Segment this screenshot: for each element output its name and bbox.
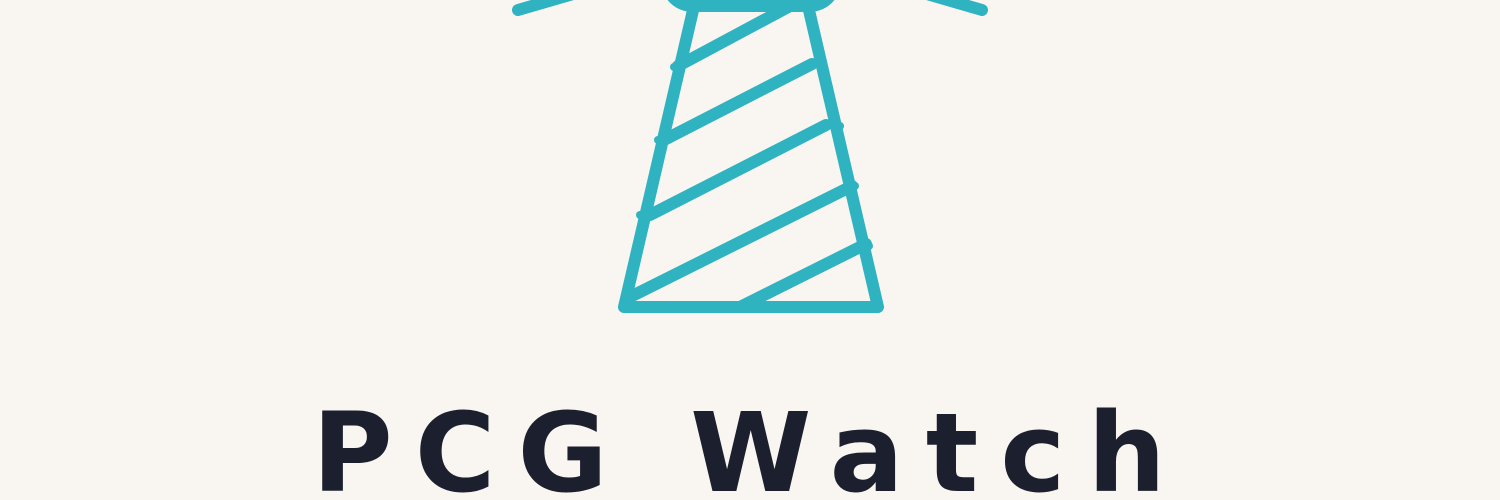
tower-stripe xyxy=(658,58,818,146)
tower-rivet xyxy=(654,136,662,144)
left-light-ray xyxy=(512,0,574,16)
tower-stripe xyxy=(644,119,832,221)
lighthouse-icon xyxy=(512,0,988,313)
tower-stripe xyxy=(672,0,811,72)
tower-rivet xyxy=(851,182,859,190)
tower-rivet xyxy=(670,63,678,71)
brand-name: PCG Watch xyxy=(312,389,1188,500)
right-light-ray xyxy=(926,0,988,16)
tower-rivet xyxy=(819,62,827,70)
tower-rivet xyxy=(865,242,873,250)
tower-rivet xyxy=(836,122,844,130)
tower-stripe xyxy=(626,180,858,302)
tower-outline xyxy=(618,0,884,313)
tower-rivet xyxy=(636,211,644,219)
tower-stripe xyxy=(736,238,872,312)
